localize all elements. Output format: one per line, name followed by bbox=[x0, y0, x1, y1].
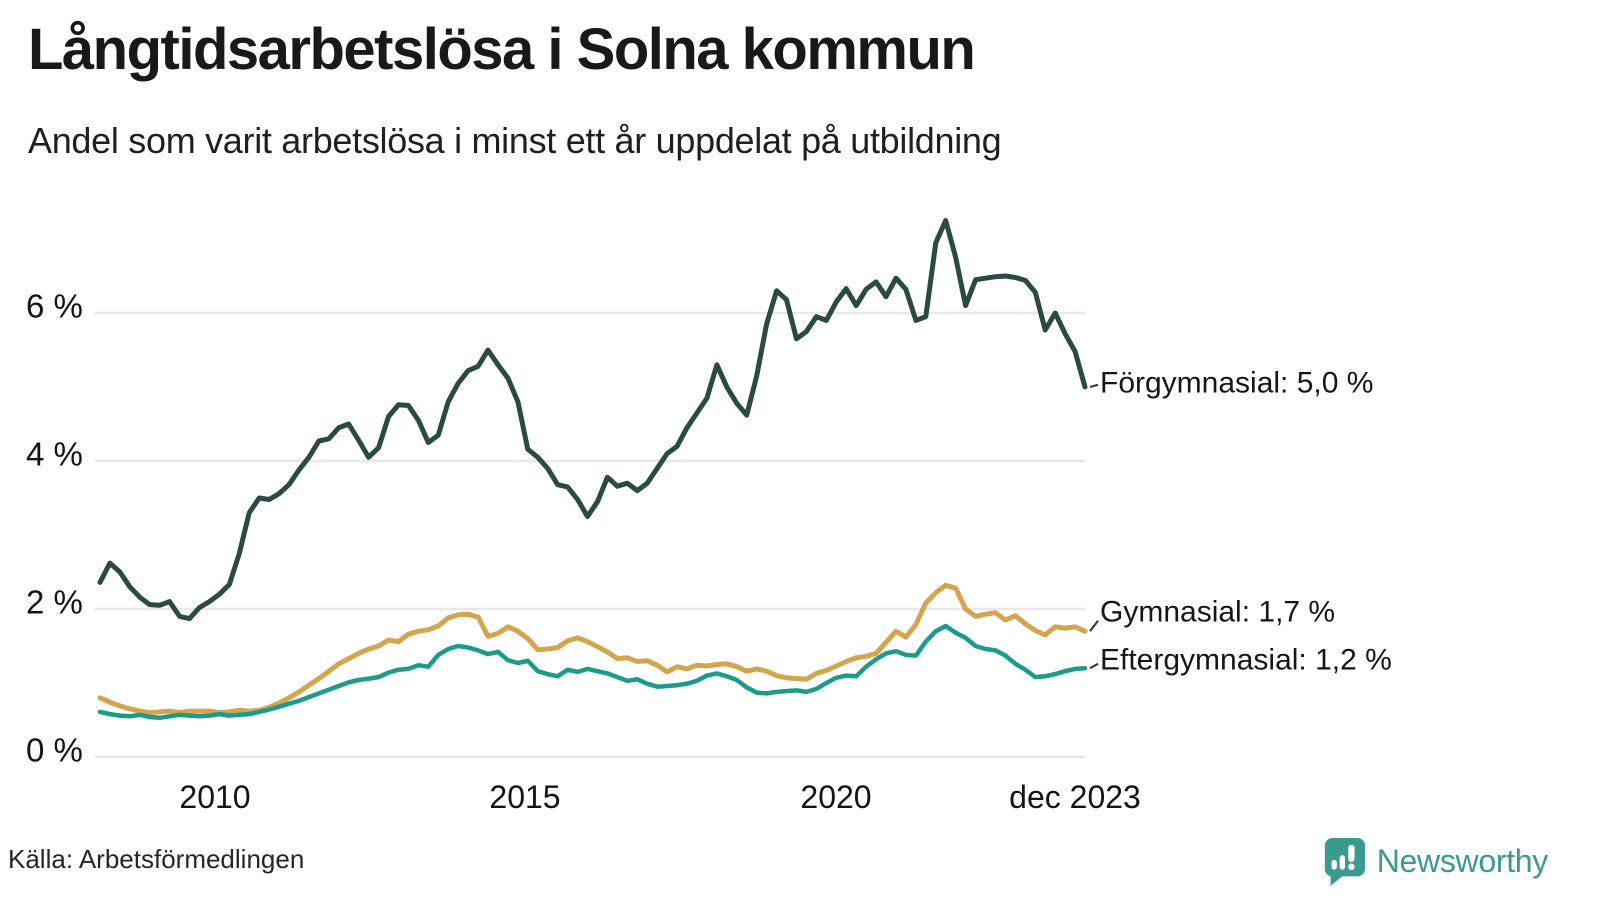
x-tick-label: dec 2023 bbox=[1009, 779, 1141, 815]
x-tick-label: 2020 bbox=[800, 779, 871, 815]
x-tick-label: 2015 bbox=[489, 779, 560, 815]
series-line-gymnasial bbox=[97, 582, 1088, 716]
series-end-label-eftergymnasial: Eftergymnasial: 1,2 % bbox=[1100, 644, 1392, 677]
y-tick-label: 0 % bbox=[26, 732, 83, 769]
label-leader-eftergymnasial bbox=[1089, 662, 1099, 670]
chart-subtitle: Andel som varit arbetslösa i minst ett å… bbox=[28, 120, 1002, 161]
y-tick-label: 6 % bbox=[26, 288, 83, 325]
newsworthy-logo-icon bbox=[1324, 838, 1365, 886]
label-leader-forgymnasial bbox=[1089, 383, 1099, 389]
y-tick-label: 2 % bbox=[26, 584, 83, 621]
x-tick-label: 2010 bbox=[179, 779, 250, 815]
chart-title: Långtidsarbetslösa i Solna kommun bbox=[28, 17, 976, 82]
series-end-label-forgymnasial: Förgymnasial: 5,0 % bbox=[1100, 367, 1373, 400]
newsworthy-brand-name: Newsworthy bbox=[1376, 842, 1549, 879]
label-leader-gymnasial bbox=[1089, 620, 1099, 632]
series-end-label-gymnasial: Gymnasial: 1,7 % bbox=[1100, 596, 1335, 629]
newsworthy-brand: Newsworthy bbox=[1321, 836, 1548, 886]
source-note: Källa: Arbetsförmedlingen bbox=[8, 844, 305, 874]
series-line-eftergymnasial bbox=[97, 623, 1088, 721]
series-line-forgymnasial bbox=[97, 218, 1088, 622]
y-tick-label: 4 % bbox=[26, 436, 83, 473]
